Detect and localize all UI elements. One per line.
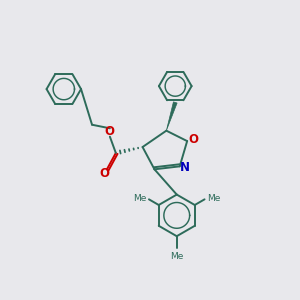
- Text: Me: Me: [133, 194, 147, 203]
- Text: Me: Me: [170, 252, 183, 261]
- Text: Me: Me: [207, 194, 220, 203]
- Polygon shape: [166, 102, 177, 131]
- Text: O: O: [100, 167, 110, 180]
- Text: N: N: [180, 161, 190, 174]
- Text: O: O: [189, 133, 199, 146]
- Text: O: O: [104, 125, 114, 138]
